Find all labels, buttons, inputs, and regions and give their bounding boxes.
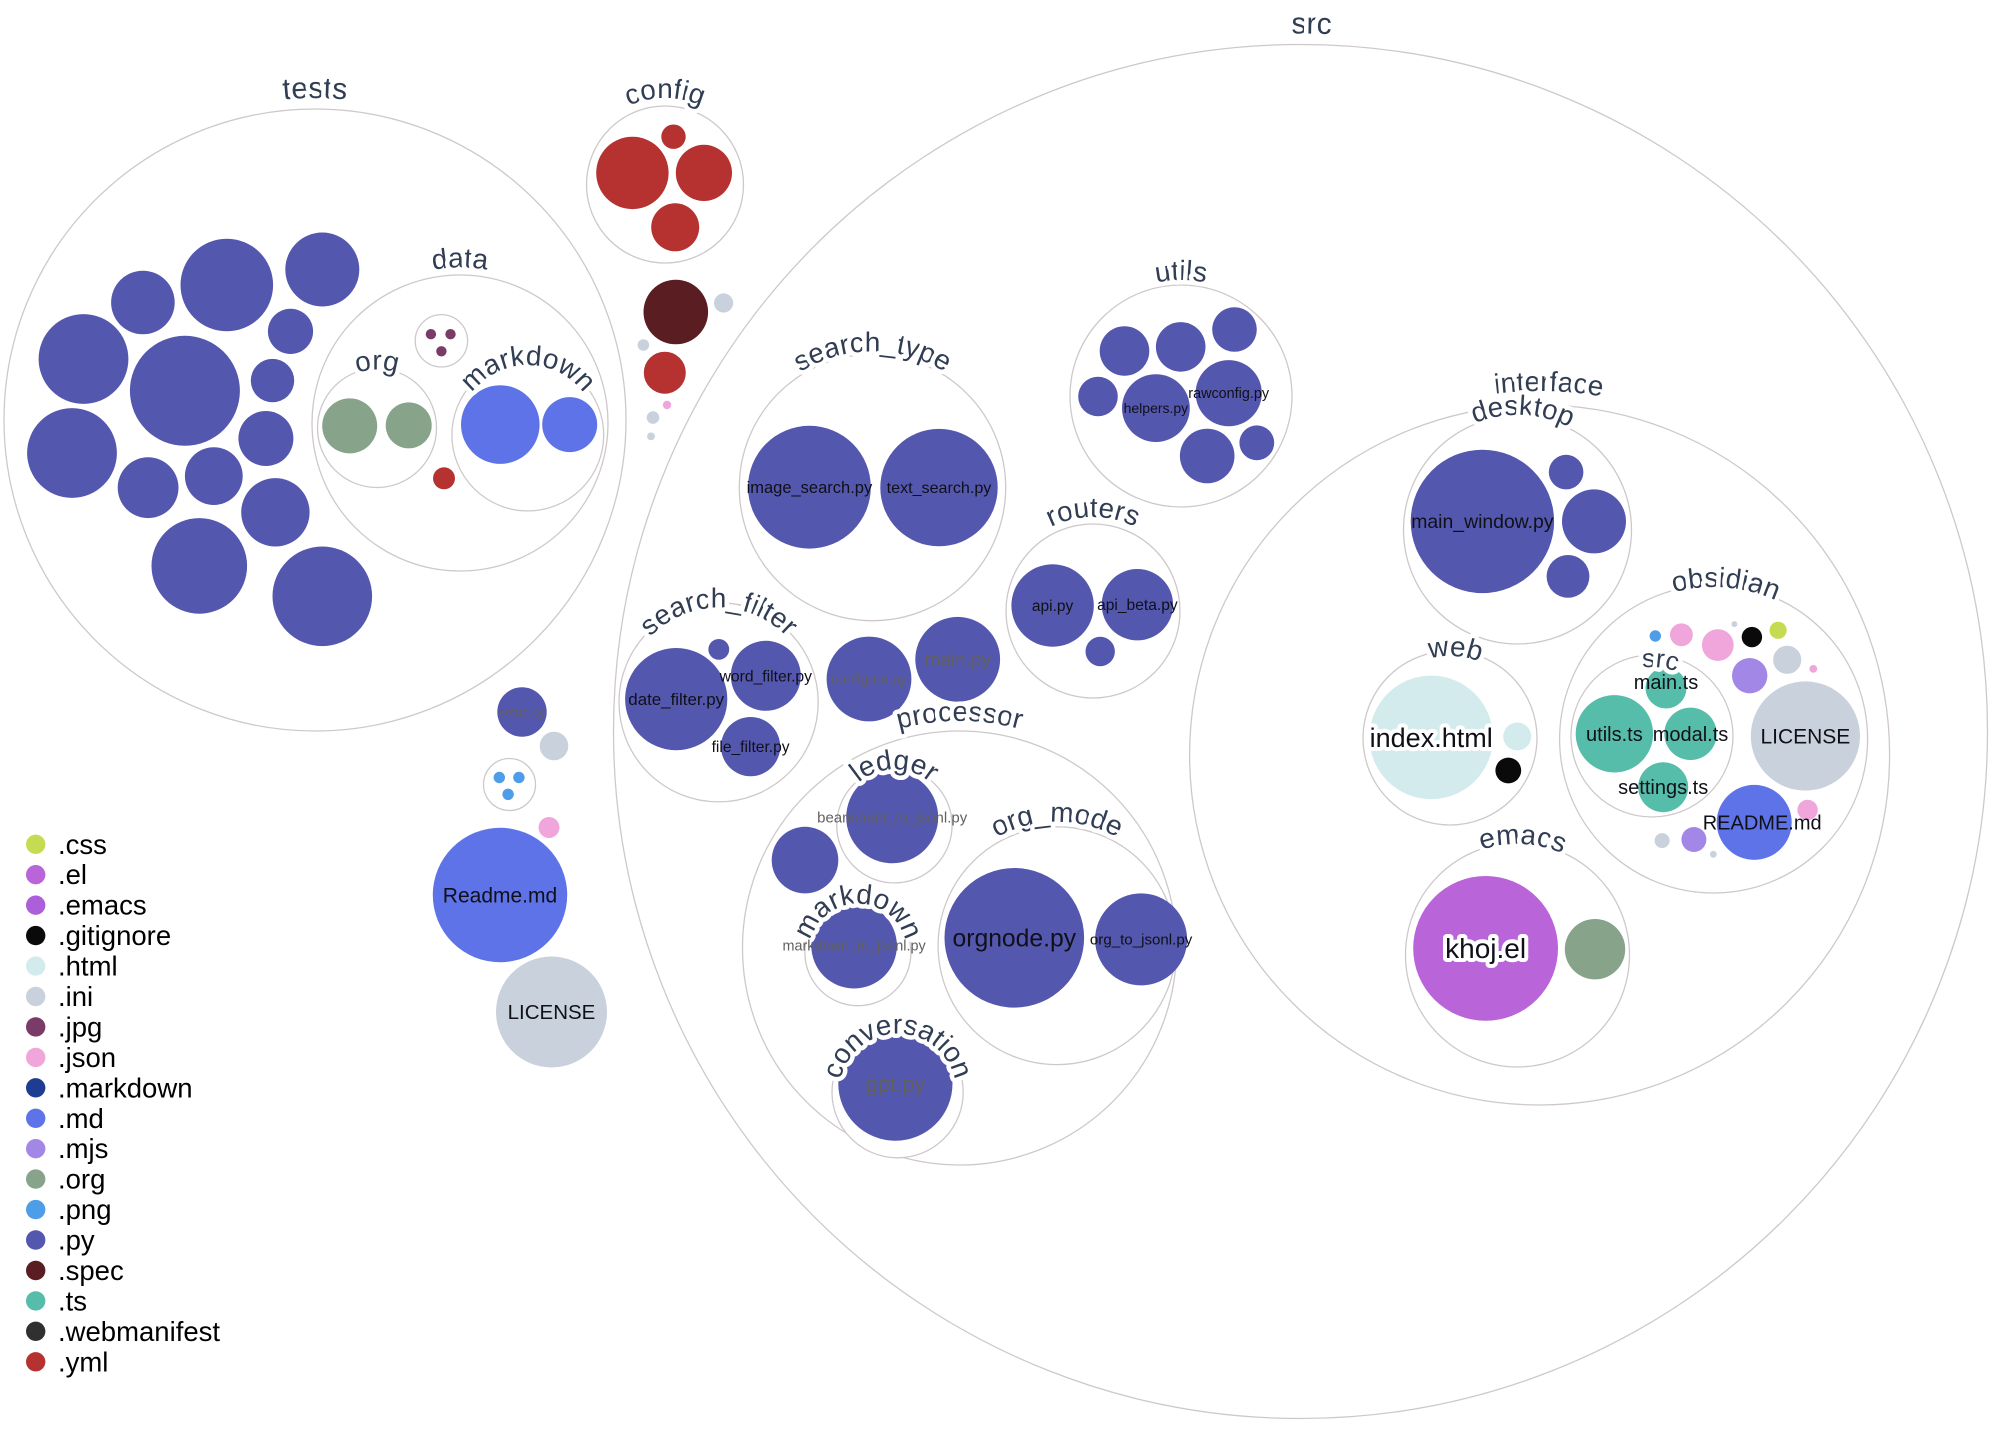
svg-text:.ts: .ts	[58, 1285, 87, 1316]
svg-text:utils: utils	[1153, 255, 1210, 288]
svg-text:README.md: README.md	[1703, 812, 1822, 834]
svg-text:.mjs: .mjs	[58, 1133, 108, 1164]
svg-text:.ini: .ini	[58, 981, 93, 1012]
svg-text:.el: .el	[58, 859, 87, 890]
svg-text:src: src	[1291, 7, 1332, 41]
svg-text:gpt.py: gpt.py	[865, 1071, 925, 1096]
svg-text:LICENSE: LICENSE	[508, 1001, 596, 1024]
svg-text:date_filter.py: date_filter.py	[628, 690, 724, 709]
svg-text:orgnode.py: orgnode.py	[953, 925, 1077, 952]
svg-text:.py: .py	[58, 1225, 95, 1256]
svg-text:main.py: main.py	[924, 650, 991, 671]
svg-text:utils.ts: utils.ts	[1586, 724, 1643, 746]
svg-text:org_to_jsonl.py: org_to_jsonl.py	[1090, 932, 1193, 949]
svg-text:khoj.el: khoj.el	[1445, 933, 1526, 964]
svg-text:data: data	[430, 242, 491, 275]
svg-text:main.ts: main.ts	[1634, 672, 1698, 694]
svg-text:.html: .html	[58, 951, 118, 982]
svg-text:org: org	[352, 345, 402, 379]
svg-text:.gitignore: .gitignore	[58, 920, 171, 951]
svg-text:web: web	[1425, 630, 1487, 667]
svg-text:rawconfig.py: rawconfig.py	[1188, 386, 1270, 402]
svg-text:image_search.py: image_search.py	[747, 479, 873, 497]
svg-text:beancount_to_jsonl.py: beancount_to_jsonl.py	[817, 810, 968, 827]
svg-text:helpers.py: helpers.py	[1124, 400, 1189, 416]
svg-text:api.py: api.py	[1032, 598, 1074, 615]
svg-text:api_beta.py: api_beta.py	[1097, 597, 1178, 614]
svg-text:.webmanifest: .webmanifest	[58, 1316, 220, 1347]
svg-text:word_filter.py: word_filter.py	[719, 668, 813, 685]
svg-text:setup.py: setup.py	[499, 705, 546, 719]
svg-text:tests: tests	[281, 72, 348, 107]
svg-text:settings.ts: settings.ts	[1618, 777, 1708, 799]
svg-text:text_search.py: text_search.py	[887, 479, 993, 497]
svg-text:Readme.md: Readme.md	[443, 884, 557, 907]
svg-text:.md: .md	[58, 1103, 104, 1134]
svg-text:.markdown: .markdown	[58, 1072, 193, 1103]
svg-text:.png: .png	[58, 1194, 112, 1225]
svg-text:.org: .org	[58, 1164, 105, 1195]
svg-text:.emacs: .emacs	[58, 890, 147, 921]
svg-text:.spec: .spec	[58, 1255, 124, 1286]
svg-text:.css: .css	[58, 829, 107, 860]
svg-text:file_filter.py: file_filter.py	[712, 739, 790, 756]
svg-text:main_window.py: main_window.py	[1411, 511, 1554, 533]
svg-text:.json: .json	[58, 1042, 116, 1073]
svg-text:.yml: .yml	[58, 1346, 108, 1377]
svg-text:.jpg: .jpg	[58, 1011, 102, 1042]
svg-text:modal.ts: modal.ts	[1653, 724, 1729, 746]
svg-text:LICENSE: LICENSE	[1760, 725, 1850, 748]
svg-text:index.html: index.html	[1370, 723, 1493, 753]
svg-text:markdown_to_jsonl.py: markdown_to_jsonl.py	[783, 939, 927, 955]
svg-text:configure.py: configure.py	[831, 671, 907, 687]
